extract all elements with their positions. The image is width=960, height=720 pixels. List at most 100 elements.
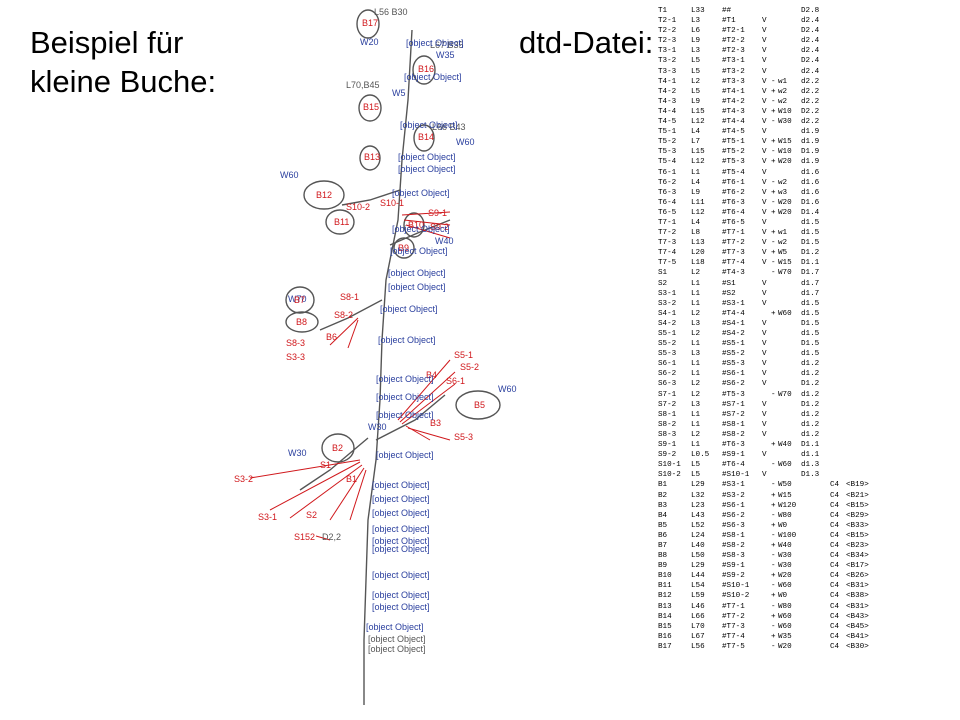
cell-length: L5 xyxy=(691,67,701,76)
cell-parent: #S8-1 xyxy=(722,531,745,540)
cell-length: L3 xyxy=(691,400,701,409)
cell-parent: #S9-2 xyxy=(722,572,745,581)
side-s3-1: S3-1 xyxy=(258,512,277,522)
cell-diameter: D2.4 xyxy=(801,57,820,66)
cell-parent: #T7-2 xyxy=(722,239,745,248)
cell-diameter: d2.4 xyxy=(801,17,820,26)
cell-sign: + xyxy=(771,87,776,96)
cell-vertical-flag: V xyxy=(762,188,767,197)
cell-segment-id: T5-4 xyxy=(658,158,677,167)
table-row: S4-2 L3 #S4-1 V D1.5 xyxy=(658,319,958,329)
cell-parent: #T4-5 xyxy=(722,128,745,137)
cell-vertical-flag: V xyxy=(762,27,767,36)
table-row: T5-2 L7 #T5-1 V + W15 d1.9 xyxy=(658,137,958,147)
cell-parent: #T4-4 xyxy=(722,118,745,127)
cell-ref: <B41> xyxy=(846,632,869,641)
cell-angle: W20 xyxy=(778,158,792,167)
table-row: T5-4 L12 #T5-3 V + W20 d1.9 xyxy=(658,157,958,167)
cell-length: L6 xyxy=(691,27,701,36)
cell-diameter: d1.5 xyxy=(801,330,820,338)
cell-parent: #S6-2 xyxy=(722,511,745,520)
cell-parent: ## xyxy=(722,7,732,15)
bud-loop-b10 xyxy=(403,212,425,238)
cell-segment-id: B16 xyxy=(658,632,672,641)
cell-diameter: d1.2 xyxy=(801,410,820,419)
cell-length: L4 xyxy=(691,178,701,187)
table-row: T1 L33 ## D2.8 xyxy=(658,6,958,16)
cell-parent: #T7-3 xyxy=(722,249,745,258)
cell-diameter: d1.9 xyxy=(801,128,820,137)
bud-b16: B16 xyxy=(418,64,434,74)
cell-vertical-flag: V xyxy=(762,370,767,379)
cell-length: L5 xyxy=(691,461,701,470)
cell-segment-id: T3-3 xyxy=(658,67,677,76)
table-row: B10 L44 #S9-2 + W20 C4 <B26> xyxy=(658,571,958,581)
side-s9-2: S9-2 xyxy=(430,222,449,232)
cell-diameter: D1.2 xyxy=(801,249,820,258)
cell-vertical-flag: V xyxy=(762,107,767,116)
cell-segment-id: S8-1 xyxy=(658,410,677,419)
seg-t5-1: [object Object] xyxy=(376,392,434,402)
table-row: T4-1 L2 #T3-3 V - w1 d2.2 xyxy=(658,77,958,87)
seg-t2-2: [object Object] xyxy=(372,590,430,600)
table-row: B15 L70 #T7-3 - W60 C4 <B45> xyxy=(658,622,958,632)
cell-angle: W120 xyxy=(778,501,797,510)
cell-angle: W10 xyxy=(778,107,792,116)
cell-segment-id: S3-2 xyxy=(658,299,677,308)
table-row: T4-4 L15 #T4-3 V + W10 D2.2 xyxy=(658,107,958,117)
cell-category: C4 xyxy=(830,572,840,581)
cell-length: L11 xyxy=(691,198,705,207)
bud-loop-b2 xyxy=(321,433,355,463)
cell-vertical-flag: V xyxy=(762,360,767,369)
cell-length: L1 xyxy=(691,441,701,450)
table-row: T6-2 L4 #T6-1 V - w2 d1.6 xyxy=(658,178,958,188)
cell-parent: #T6-4 xyxy=(722,208,745,217)
cell-parent: #S5-1 xyxy=(722,340,745,349)
cell-vertical-flag: V xyxy=(762,420,767,429)
cell-angle: W15 xyxy=(778,259,792,268)
cell-parent: #S6-3 xyxy=(722,521,745,530)
cell-category: C4 xyxy=(830,511,840,520)
cell-parent: #T6-1 xyxy=(722,178,745,187)
note-w35: W35 xyxy=(436,50,455,60)
cell-angle: W40 xyxy=(778,541,792,550)
note-l70: L70,B45 xyxy=(346,80,380,90)
cell-diameter: d1.6 xyxy=(801,178,820,187)
cell-parent: #S5-2 xyxy=(722,350,745,359)
seg-t7-1: [object Object] xyxy=(398,164,456,174)
cell-sign: - xyxy=(771,562,776,571)
cell-ref: <B45> xyxy=(846,622,869,631)
cell-angle: w2 xyxy=(778,97,788,106)
cell-angle: W60 xyxy=(778,461,792,470)
bud-b7: B7 xyxy=(294,295,305,305)
cell-angle: w2 xyxy=(778,178,788,187)
cell-length: L15 xyxy=(691,107,705,116)
cell-diameter: d1.6 xyxy=(801,168,820,177)
seg-t5-4: [object Object] xyxy=(380,304,438,314)
cell-diameter: D1.5 xyxy=(801,340,820,349)
cell-diameter: d1.5 xyxy=(801,218,820,227)
cell-sign: - xyxy=(771,642,776,651)
bud-b10: B10 xyxy=(408,220,424,230)
cell-length: L43 xyxy=(691,511,705,520)
cell-category: C4 xyxy=(830,592,840,601)
cell-length: L1 xyxy=(691,299,701,308)
cell-angle: W10 xyxy=(778,148,792,157)
cell-segment-id: B5 xyxy=(658,521,668,530)
table-row: S1 L2 #T4-3 - W70 D1.7 xyxy=(658,268,958,278)
cell-parent: #S3-1 xyxy=(722,299,745,308)
cell-category: C4 xyxy=(830,562,840,571)
side-s8-1: S8-1 xyxy=(340,292,359,302)
cell-segment-id: T2-2 xyxy=(658,27,677,36)
cell-vertical-flag: V xyxy=(762,17,767,26)
cell-diameter: d1.2 xyxy=(801,430,820,439)
cell-parent: #S9-1 xyxy=(722,562,745,571)
cell-parent: #S5-3 xyxy=(722,360,745,369)
cell-sign: + xyxy=(771,521,776,530)
cell-vertical-flag: V xyxy=(762,198,767,207)
table-row: B16 L67 #T7-4 + W35 C4 <B41> xyxy=(658,632,958,642)
cell-vertical-flag: V xyxy=(762,97,767,106)
